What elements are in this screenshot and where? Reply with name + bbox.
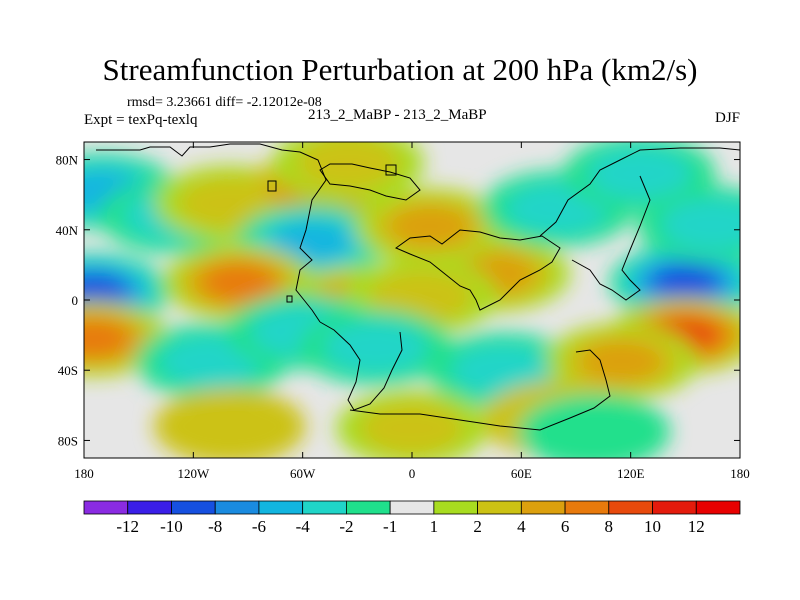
colorbar-label: 6 [561,517,570,536]
colorbar-label: 2 [473,517,482,536]
contour-fill [359,401,465,455]
contour-fill [518,393,671,458]
coastline-north-america [96,143,327,323]
y-tick-label: 80S [58,433,78,448]
x-tick-label: 0 [409,466,416,481]
coastline-asia [539,147,740,301]
perturbation-center [336,390,488,458]
colorbar-label: -12 [116,517,139,536]
map-axes: 180 120W 60W 0 60E 120E 180 80N 40N 0 40S 80S [56,142,750,481]
colorbar-swatch [258,500,304,515]
experiment-label: Expt = texPq-texlq [84,112,198,128]
coastline-europe-africa [394,229,561,311]
y-tick-label: 40N [56,223,79,238]
colorbar-swatch [302,500,347,515]
colorbar-label: -2 [339,517,353,536]
contour-fill [270,220,354,264]
rmsd-diff-stats: rmsd= 3.23661 diff= -2.12012e-08 [127,95,322,110]
contour-fill [368,270,474,323]
colorbar-swatch [389,500,435,515]
contour-fill [153,388,306,458]
contour-fill [660,198,740,251]
colorbar-swatch [433,500,479,515]
colorbar-swatch [127,500,172,515]
island-outline [385,164,397,176]
island-outline [286,295,293,303]
island-outline [267,180,277,192]
perturbation-center [299,309,452,386]
colorbar-swatch [345,500,391,515]
coastline-antarctica [349,349,611,431]
contour-field [84,142,740,458]
perturbation-center [636,186,740,263]
colorbar-swatch [477,500,522,515]
colorbar-label: 4 [517,517,526,536]
perturbation-center [153,388,306,458]
colorbar-swatch [520,500,566,515]
colorbar-swatch [564,500,610,515]
colorbar-swatch [695,500,741,515]
contour-fill [388,204,472,248]
contour-fill [587,147,692,201]
perturbation-center [272,142,425,202]
colorbar-swatch [83,500,129,515]
chart-title: Streamfunction Perturbation at 200 hPa (… [102,52,698,87]
x-tick-label: 120E [617,466,645,481]
contour-fill [84,274,125,308]
contour-fill [296,142,401,190]
colorbar-label: 12 [688,517,705,536]
colorbar-label: -4 [296,517,311,536]
perturbation-center [84,300,170,377]
contour-fill [580,340,664,383]
colorbar-swatch [171,500,216,515]
perturbation-center [354,188,507,265]
x-tick-label: 120W [177,466,210,481]
colorbar-label: -10 [160,517,183,536]
contour-fill [84,320,129,358]
colorbar-label: -8 [208,517,222,536]
y-tick-label: 40S [58,363,78,378]
x-tick-label: 180 [730,466,750,481]
x-tick-label: 180 [74,466,94,481]
colorbar-label: 1 [430,517,439,536]
coastline-outline [96,143,740,431]
contour-fill [450,343,556,397]
coastline-south-america [319,321,403,411]
contour-fill [323,320,428,374]
x-tick-label: 60E [511,466,532,481]
colorbar-label: 10 [644,517,661,536]
perturbation-center [545,323,698,400]
contour-fill [653,265,718,300]
colorbar-label: 8 [605,517,614,536]
colorbar-swatch [652,500,697,515]
case-comparison-label: 213_2_MaBP - 213_2_MaBP [308,107,487,123]
x-tick-label: 60W [290,466,316,481]
colorbar: -12 -10 -8 -6 -4 -2 -1 1 2 4 6 8 10 12 [83,500,741,536]
y-tick-label: 0 [72,293,79,308]
perturbation-center [518,393,671,458]
colorbar-label: -6 [252,517,266,536]
coastline-greenland [319,163,421,201]
season-label: DJF [714,110,740,126]
contour-fill [203,264,275,301]
colorbar-label: -1 [383,517,397,536]
colorbar-swatch [214,500,260,515]
colorbar-swatch [608,500,653,515]
y-tick-label: 80N [56,153,79,168]
